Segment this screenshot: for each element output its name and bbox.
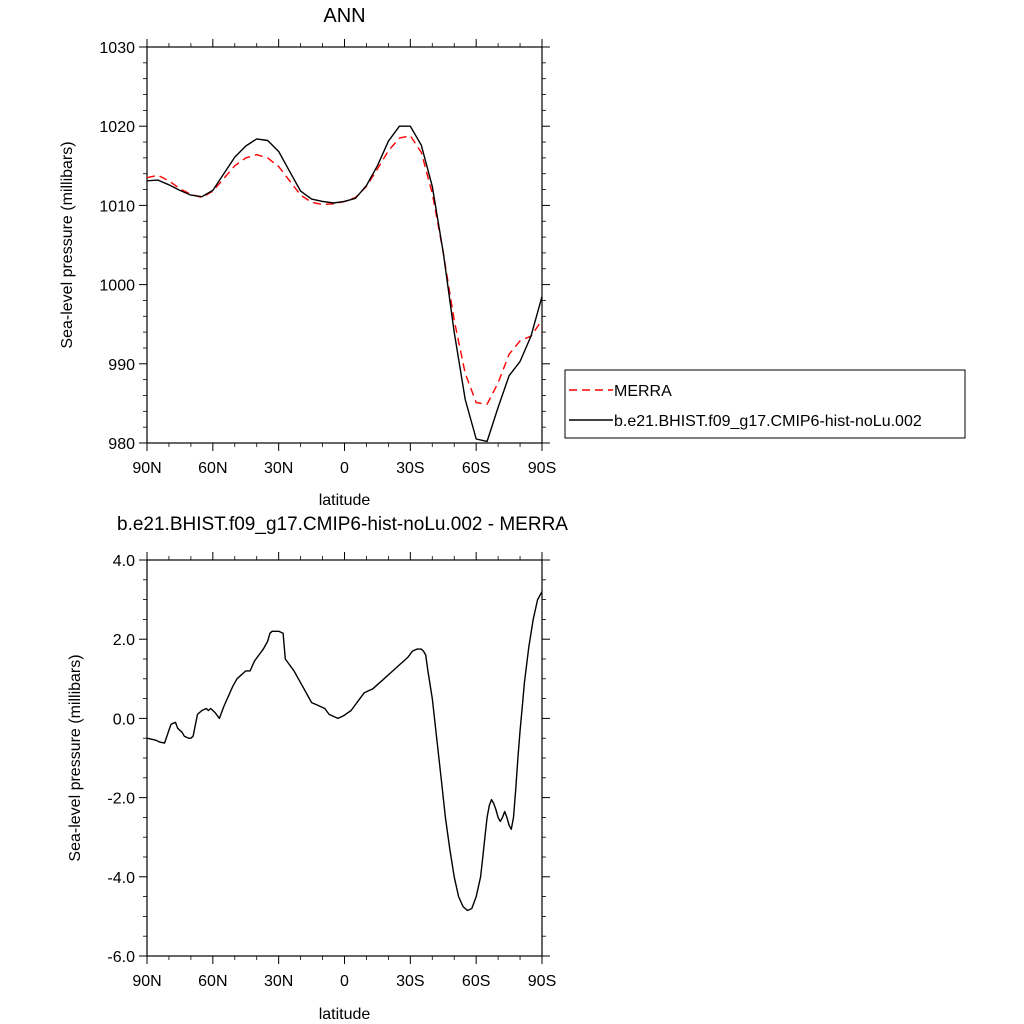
x-tick-label: 30S: [396, 460, 424, 477]
y-axis-label: Sea-level pressure (millibars): [59, 141, 76, 348]
chart-title: b.e21.BHIST.f09_g17.CMIP6-hist-noLu.002 …: [117, 514, 568, 535]
y-tick-label: 4.0: [113, 553, 135, 570]
x-axis-label: latitude: [319, 1006, 371, 1023]
x-tick-label: 60N: [198, 460, 227, 477]
x-tick-label: 90S: [528, 460, 556, 477]
y-tick-label: 1000: [99, 278, 135, 295]
y-axis-label: Sea-level pressure (millibars): [67, 654, 84, 861]
y-tick-label: 990: [108, 357, 135, 374]
x-tick-label: 90N: [132, 973, 161, 990]
y-tick-label: -6.0: [107, 949, 135, 966]
y-tick-label: 1010: [99, 198, 135, 215]
x-tick-label: 90S: [528, 973, 556, 990]
series-line-b-e21-bhist-f09-g17-cmip6-hist-nolu-002: [147, 125, 542, 443]
x-tick-label: 30N: [264, 973, 293, 990]
x-tick-label: 0: [340, 973, 349, 990]
x-tick-label: 60N: [198, 973, 227, 990]
y-tick-label: 1030: [99, 40, 135, 57]
x-tick-label: 30N: [264, 460, 293, 477]
x-tick-label: 60S: [462, 460, 490, 477]
x-tick-label: 0: [340, 460, 349, 477]
y-tick-label: 2.0: [113, 632, 135, 649]
legend-label: b.e21.BHIST.f09_g17.CMIP6-hist-noLu.002: [614, 413, 922, 430]
legend-label: MERRA: [614, 383, 672, 400]
x-tick-label: 30S: [396, 973, 424, 990]
chart-panel-1: ANN 980 990 1000 1010 1020 1030 90N 60N 30N 0 30S 60…: [59, 5, 966, 509]
chart-title: ANN: [323, 5, 365, 27]
x-tick-label: 90N: [132, 460, 161, 477]
series-line-merra: [147, 135, 542, 405]
series-line-difference: [147, 591, 542, 912]
plot-frame: [146, 559, 543, 957]
y-tick-label: 0.0: [113, 711, 135, 728]
x-axis-label: latitude: [319, 492, 371, 509]
y-tick-label: -4.0: [107, 870, 135, 887]
plot-frame: [146, 46, 543, 444]
legend-box: [564, 369, 966, 439]
y-tick-label: 980: [108, 436, 135, 453]
y-tick-label: 1020: [99, 119, 135, 136]
y-tick-label: -2.0: [107, 791, 135, 808]
legend: MERRA b.e21.BHIST.f09_g17.CMIP6-hist-noLu…: [564, 369, 966, 439]
x-tick-label: 60S: [462, 973, 490, 990]
chart-panel-2: b.e21.BHIST.f09_g17.CMIP6-hist-noLu.002 …: [67, 514, 568, 1023]
